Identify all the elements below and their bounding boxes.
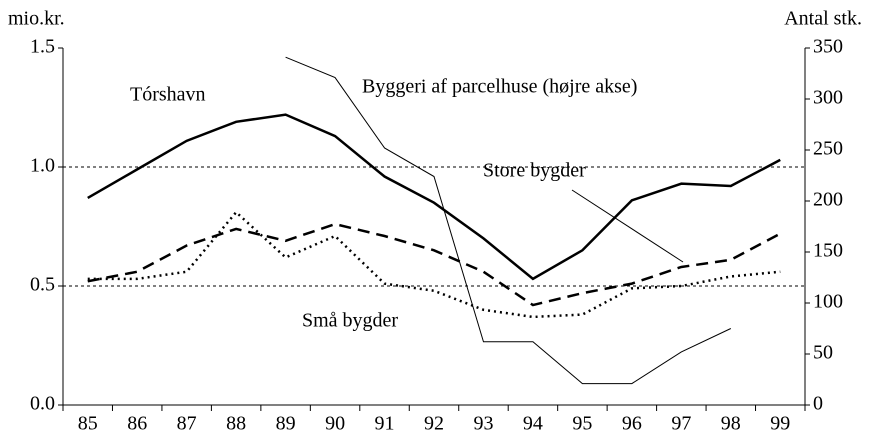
series-label: Tórshavn — [130, 84, 206, 106]
y2-tick-label: 200 — [813, 189, 843, 211]
x-tick-label: 88 — [226, 413, 246, 435]
y-axis-label: mio.kr. — [8, 8, 65, 30]
leader-line — [571, 189, 684, 263]
x-tick-label: 92 — [424, 413, 444, 435]
y2-tick-label: 100 — [813, 291, 843, 313]
y2-tick-label: 150 — [813, 240, 843, 262]
y2-tick-label: 0 — [813, 393, 823, 415]
x-tick-label: 99 — [770, 413, 790, 435]
x-tick-label: 89 — [276, 413, 296, 435]
y-tick-label: 0.5 — [30, 274, 55, 296]
x-tick-label: 98 — [721, 413, 741, 435]
series-label: Små bygder — [302, 310, 398, 332]
y-tick-label: 1.0 — [30, 155, 55, 177]
x-tick-label: 94 — [523, 413, 543, 435]
x-tick-label: 93 — [473, 413, 493, 435]
x-tick-label: 91 — [375, 413, 395, 435]
y2-tick-label: 300 — [813, 87, 843, 109]
series-line — [285, 56, 732, 385]
y-tick-label: 0.0 — [30, 393, 55, 415]
x-tick-label: 87 — [177, 413, 197, 435]
series-label: Store bygder — [483, 160, 586, 182]
x-tick-label: 95 — [572, 413, 592, 435]
y2-tick-label: 350 — [813, 36, 843, 58]
x-tick-label: 96 — [622, 413, 642, 435]
y-tick-label: 1.5 — [30, 36, 55, 58]
x-tick-label: 90 — [325, 413, 345, 435]
y2-tick-label: 250 — [813, 138, 843, 160]
series-line — [87, 222, 781, 307]
x-tick-label: 97 — [671, 413, 691, 435]
x-tick-label: 86 — [127, 413, 147, 435]
y2-axis-label: Antal stk. — [784, 8, 862, 30]
x-tick-label: 85 — [78, 413, 98, 435]
series-line — [87, 210, 781, 319]
series-label: Byggeri af parcelhuse (højre akse) — [362, 76, 637, 98]
y2-tick-label: 50 — [813, 342, 833, 364]
series-line — [87, 113, 781, 281]
